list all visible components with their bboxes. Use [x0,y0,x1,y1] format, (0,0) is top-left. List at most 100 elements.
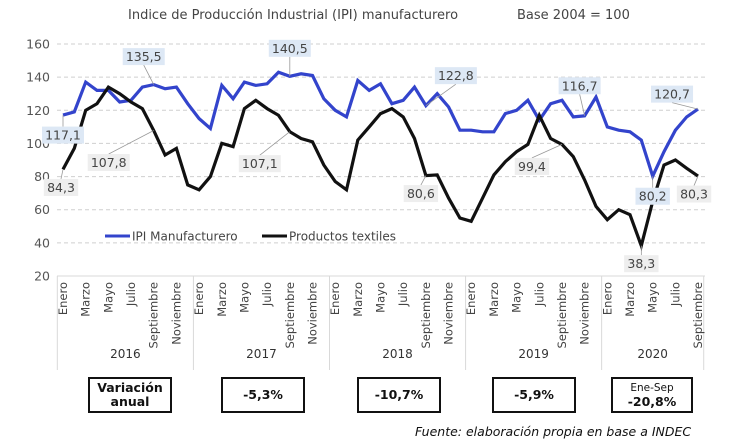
data-label: 84,3 [47,180,75,195]
label-leader [108,130,154,155]
data-label-bg [268,39,311,57]
variation-2018-box: -10,7% [357,377,441,413]
y-tick-label: 140 [26,70,50,85]
variation-2020-note: Ene-Sep [630,382,674,394]
month-tick-label: Julio [668,282,682,307]
data-label-bg [42,126,84,144]
month-tick-label: Marzo [623,282,637,317]
x-axis: Enero Marzo Mayo Julio Septiembre Noviembre 20… [56,275,705,370]
data-label: 80,3 [680,187,708,202]
year-label: 2017 [246,347,277,361]
data-label-bg [635,187,670,205]
month-tick-label: Julio [532,282,546,307]
month-tick-label: Enero [56,282,70,315]
data-label: 140,5 [272,41,308,56]
data-label: 80,6 [407,186,435,201]
y-tick-label: 120 [26,103,50,118]
ipi-chart: Indice de Producción Industrial (IPI) ma… [26,8,712,370]
data-labels: 117,1 135,5 140,5 122,8 116,7 80,2 120,7 84,3 10… [42,39,712,273]
data-label-bg [87,154,130,172]
series-lines [61,70,699,252]
variation-2019-box: -5,9% [492,377,576,413]
month-tick-label: Julio [260,282,274,307]
y-tick-label: 40 [34,235,50,250]
data-label: 117,1 [45,128,81,143]
month-tick-label: Mayo [101,282,115,313]
variation-2017-value: -5,3% [243,387,283,402]
month-tick-label: Enero [328,282,342,315]
data-label-bg [651,85,694,103]
data-label-bg [122,48,165,66]
label-leader [420,175,427,186]
variation-label-line2: anual [110,394,150,409]
variation-2018-value: -10,7% [374,387,424,402]
month-tick-label: Noviembre [169,282,183,345]
month-tick-label: Mayo [510,282,524,313]
month-tick-label: Marzo [215,282,229,317]
label-leader [671,102,699,110]
label-leader [531,144,563,159]
y-tick-label: 160 [26,37,50,52]
year-label: 2020 [637,347,668,361]
y-tick-label: 60 [34,202,50,217]
month-tick-label: Marzo [79,282,93,317]
data-label: 135,5 [126,49,162,64]
year-label: 2018 [382,347,413,361]
data-label-bg [514,157,550,175]
label-leader [143,64,155,85]
month-tick-label: Noviembre [305,282,319,345]
month-tick-label: Mayo [374,282,388,313]
month-tick-label: Septiembre [691,282,705,349]
y-tick-label: 20 [34,269,50,284]
data-label-bg [403,185,439,203]
variation-2020-box: Ene-Sep -20,8% [611,377,693,413]
month-tick-label: Noviembre [442,282,456,345]
data-label: 116,7 [562,78,598,93]
legend-label: Productos textiles [289,230,396,244]
variation-2019-value: -5,9% [514,387,554,402]
chart-title: Indice de Producción Industrial (IPI) ma… [128,8,458,23]
data-label-bg [624,255,659,273]
grid [57,43,705,244]
month-tick-label: Noviembre [578,282,592,345]
month-tick-label: Septiembre [419,282,433,349]
month-tick-label: Septiembre [283,282,297,349]
data-label: 107,8 [91,155,127,170]
legend: IPI Manufacturero Productos textiles [105,230,396,244]
month-tick-label: Enero [600,282,614,315]
variation-label-line1: Variación [97,380,163,395]
year-label: 2016 [110,347,141,361]
label-leader [693,175,699,186]
chart-subtitle: Base 2004 = 100 [517,8,630,23]
month-tick-label: Mayo [237,282,251,313]
data-label: 38,3 [627,256,655,271]
data-label: 107,1 [242,156,278,171]
data-label: 80,2 [639,189,667,204]
month-tick-label: Septiembre [555,282,569,349]
data-label-bg [558,77,601,95]
label-leader [579,94,586,116]
month-tick-label: Septiembre [147,282,161,349]
variation-label-box: Variación anual [88,377,172,413]
year-label: 2019 [518,347,549,361]
label-leader [259,131,291,156]
month-tick-label: Mayo [646,282,660,313]
data-label-bg [434,67,477,85]
data-label-bg [238,155,281,173]
data-label-bg [43,178,79,196]
series-line-productos-textiles [61,84,699,252]
month-tick-label: Marzo [351,282,365,317]
month-tick-label: Julio [124,282,138,307]
data-label: 120,7 [654,87,690,102]
data-label-bg [676,185,712,203]
source-note: Fuente: elaboración propia en base a IND… [415,424,692,439]
data-label: 122,8 [438,68,474,83]
variation-2020-value: -20,8% [627,394,677,409]
label-leader [425,83,457,106]
series-line-ipi-manufacturero [62,70,699,181]
label-leader [60,169,64,180]
month-tick-label: Julio [396,282,410,307]
month-tick-label: Enero [464,282,478,315]
variation-2017-box: -5,3% [221,377,305,413]
